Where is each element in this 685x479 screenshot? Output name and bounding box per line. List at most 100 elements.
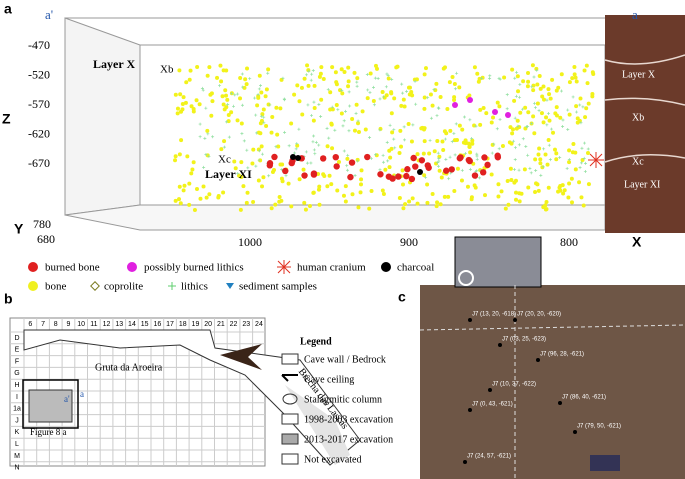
lithic-point [311,69,315,73]
bone-point [303,207,308,212]
bone-point [401,97,406,102]
corner-label: a' [64,394,70,404]
bone-point [538,161,543,166]
lithic-point [545,123,549,127]
lithic-point [281,76,285,80]
bone-point [470,141,475,146]
x-tick-label: 900 [400,235,418,249]
bone-point [497,104,502,109]
bone-point [269,206,274,211]
lithic-point [368,136,372,140]
bone-point [554,113,559,118]
bone-point [260,112,265,117]
legend-label: sediment samples [239,281,317,293]
bone-point [322,174,327,179]
row-label: I [16,394,18,401]
lithic-point [309,161,313,165]
bone-point [318,71,323,76]
cave-name: Gruta da Aroeira [95,362,163,373]
bone-point [573,167,578,172]
bone-point [543,152,548,157]
lithic-point [405,89,409,93]
bone-point [276,144,281,149]
bone-point [245,190,250,195]
lithic-point [513,168,517,172]
bone-point [312,83,317,88]
lithic-point [530,122,534,126]
lithic-point [390,77,394,81]
lithic-point [344,109,348,113]
bone-point [419,126,424,131]
bone-point [448,128,453,133]
lithic-point [206,132,210,136]
lithic-point [490,151,494,155]
bone-point [194,98,199,103]
bone-point [535,101,540,106]
bone-point [526,70,531,75]
burned-bone-point [404,166,411,173]
lithic-point [354,111,358,115]
bone-point [221,102,226,107]
bone-point [567,112,572,117]
bone-point [541,97,546,102]
lithic-point [317,143,321,147]
lithic-point [521,137,525,141]
y-tick-label: 680 [37,232,55,246]
column-label: 21 [217,321,225,328]
lithic-point [516,124,520,128]
lithic-point [284,174,288,178]
bone-point [544,199,549,204]
column-label: 17 [166,321,174,328]
bone-point [244,200,249,205]
lithic-point [310,114,314,118]
photo-point-label: J7 (79, 50, -621) [577,424,621,430]
bone-point [452,189,457,194]
bone-point [325,184,330,189]
bone-point [572,72,577,77]
bone-point [297,177,302,182]
legend-label: charcoal [397,262,434,274]
lithic-point [283,130,287,134]
lithic-burned-point [492,109,498,115]
lithic-point [513,76,517,80]
bone-point [359,168,364,173]
bone-point [467,93,472,98]
bone-point [311,118,316,123]
bone-point [192,207,197,212]
cranium-marker [588,152,604,168]
lithic-point [342,119,346,123]
bone-point [286,181,291,186]
lithic-point [240,72,244,76]
lithic-point [330,105,334,109]
bone-point [491,115,496,120]
lithic-point [372,85,376,89]
bone-point [183,100,188,105]
burned-bone-point [395,173,402,180]
bone-point [410,93,415,98]
bone-point [280,179,285,184]
bone-point [463,139,468,144]
bone-point [554,151,559,156]
lithic-point [443,137,447,141]
bone-point [425,200,430,205]
lithic-point [260,152,264,156]
lithic-point [245,148,249,152]
bone-point [181,188,186,193]
charcoal-point [290,154,296,160]
bone-point [438,94,443,99]
lithic-point [253,96,257,100]
lithic-point [400,82,404,86]
bone-point [191,109,196,114]
bone-point [272,168,277,173]
y-axis-label: Y [14,221,24,237]
lithic-point [545,98,549,102]
lithic-point [254,113,258,117]
bone-point [489,172,494,177]
bone-point [533,157,538,162]
lithic-point [297,127,301,131]
bone-point [329,182,334,187]
bone-point [468,150,473,155]
lithic-point [526,153,530,157]
bone-point [551,130,556,135]
bone-point [532,131,537,136]
